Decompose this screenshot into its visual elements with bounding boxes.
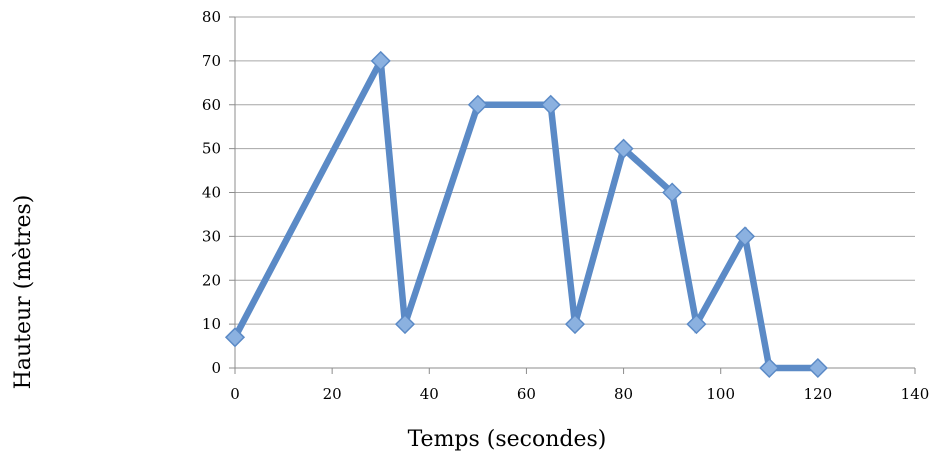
x-tick-label: 140 — [901, 385, 930, 403]
data-point-marker — [734, 226, 756, 247]
data-point-marker — [467, 94, 488, 115]
x-tick-labels: 0 20 40 60 80 100 120 140 — [230, 385, 929, 403]
y-tick-label: 30 — [202, 227, 221, 245]
y-tick-label: 10 — [202, 315, 221, 333]
data-point-marker — [394, 314, 416, 335]
y-tick-labels: 0 10 20 30 40 50 60 70 80 — [202, 8, 221, 377]
data-point-marker — [564, 314, 586, 335]
grid-lines — [235, 16, 915, 325]
x-axis-title: Temps (secondes) — [408, 427, 607, 452]
y-tick-label: 80 — [202, 8, 221, 26]
data-point-marker — [662, 182, 683, 203]
x-tick-label: 100 — [706, 385, 735, 403]
data-point-marker — [540, 94, 561, 115]
y-tick-label: 60 — [202, 96, 221, 114]
data-point-marker — [370, 50, 391, 71]
x-tick-label: 120 — [804, 385, 833, 403]
y-tick-label: 20 — [202, 271, 221, 289]
data-point-marker — [613, 138, 634, 159]
data-point-marker — [759, 357, 780, 379]
y-tick-label: 0 — [211, 359, 221, 377]
y-tick-label: 70 — [202, 52, 221, 70]
data-point-marker — [686, 314, 707, 335]
x-tick-label: 60 — [517, 385, 536, 403]
data-point-marker — [807, 357, 828, 379]
y-tick-label: 50 — [202, 140, 221, 158]
data-point-marker — [224, 327, 246, 348]
x-tick-label: 20 — [323, 385, 342, 403]
y-axis-title: Hauteur (mètres) — [11, 195, 36, 390]
series-line — [232, 59, 818, 372]
x-tick-label: 40 — [420, 385, 439, 403]
series — [224, 50, 828, 379]
x-tick-label: 0 — [230, 385, 240, 403]
y-tick-label: 40 — [202, 184, 221, 202]
x-tick-label: 80 — [614, 385, 633, 403]
